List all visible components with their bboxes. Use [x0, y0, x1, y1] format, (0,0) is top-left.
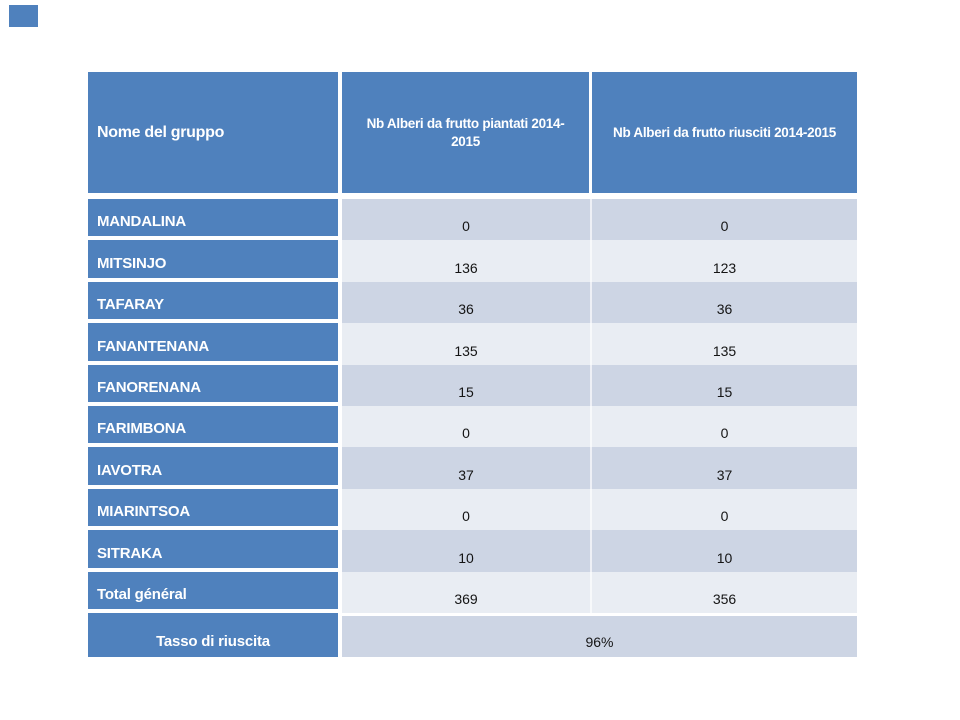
header-body-divider: [88, 193, 857, 199]
cell-planted-total: 369: [342, 571, 592, 613]
column-header-group-name-label: Nome del gruppo: [97, 123, 225, 141]
row-label: FARIMBONA: [88, 405, 342, 448]
cell-succeeded: 135: [592, 323, 857, 365]
column-header-planted-line1: Nb Alberi da frutto piantati 2014-: [366, 115, 565, 131]
column-header-planted: Nb Alberi da frutto piantati 2014- 2015: [342, 72, 592, 193]
cell-succeeded: 123: [592, 240, 857, 282]
row-label: SITRAKA: [88, 530, 342, 572]
row-label: MIARINTSOA: [88, 488, 342, 531]
cell-planted: 135: [342, 323, 592, 365]
row-label: FANANTENANA: [88, 323, 342, 365]
success-rate-value: 96%: [342, 612, 857, 657]
cell-succeeded-total: 356: [592, 571, 857, 613]
results-table: Nome del gruppo Nb Alberi da frutto pian…: [88, 72, 857, 657]
column-header-planted-line2: 2015: [451, 133, 480, 149]
row-label: FANORENANA: [88, 364, 342, 406]
row-label-total: Total général: [88, 571, 342, 613]
corner-accent-square: [9, 5, 38, 27]
cell-planted: 0: [342, 405, 592, 448]
cell-planted: 0: [342, 199, 592, 241]
cell-planted: 0: [342, 488, 592, 531]
cell-planted: 15: [342, 364, 592, 406]
cell-succeeded: 10: [592, 530, 857, 572]
cell-succeeded: 15: [592, 364, 857, 406]
cell-succeeded: 0: [592, 199, 857, 241]
cell-planted: 36: [342, 281, 592, 324]
cell-planted: 37: [342, 447, 592, 489]
cell-planted: 136: [342, 240, 592, 282]
row-label: MITSINJO: [88, 240, 342, 282]
cell-succeeded: 37: [592, 447, 857, 489]
row-label: IAVOTRA: [88, 447, 342, 489]
row-label: TAFARAY: [88, 281, 342, 324]
column-header-group-name: Nome del gruppo: [88, 72, 342, 193]
column-header-succeeded-label: Nb Alberi da frutto riusciti 2014-2015: [613, 124, 836, 140]
column-header-succeeded: Nb Alberi da frutto riusciti 2014-2015: [592, 72, 857, 193]
cell-succeeded: 0: [592, 488, 857, 531]
cell-succeeded: 36: [592, 281, 857, 324]
row-label: MANDALINA: [88, 199, 342, 241]
success-rate-label: Tasso di riuscita: [88, 612, 342, 657]
cell-planted: 10: [342, 530, 592, 572]
cell-succeeded: 0: [592, 405, 857, 448]
